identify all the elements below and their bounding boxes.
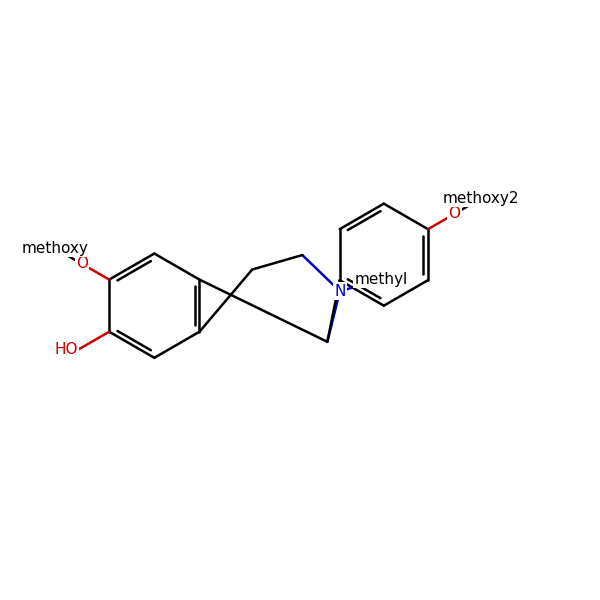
Text: O: O [449,206,461,221]
Text: methoxy2: methoxy2 [443,191,519,206]
Text: N: N [334,284,346,299]
Text: methyl: methyl [355,272,407,287]
Text: O: O [76,256,88,271]
Text: methoxy: methoxy [22,241,88,256]
Text: HO: HO [54,343,77,358]
